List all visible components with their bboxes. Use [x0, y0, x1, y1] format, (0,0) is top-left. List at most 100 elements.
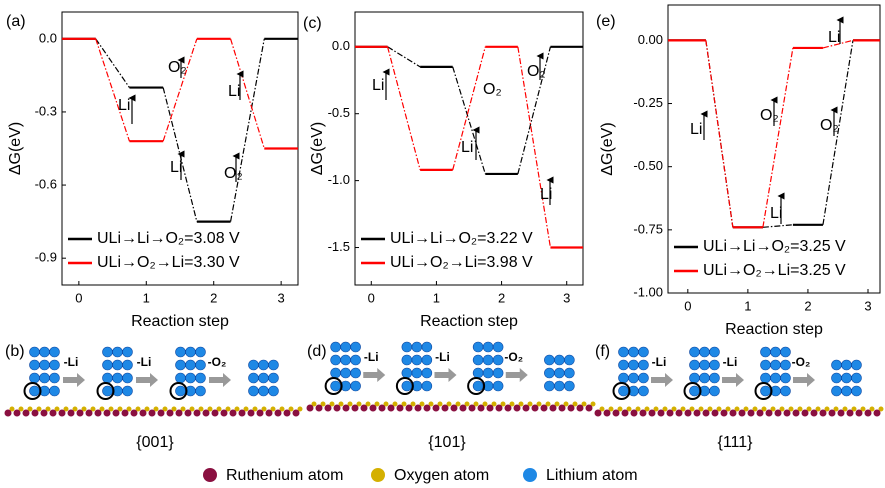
figure: (a)0.0-0.3-0.6-0.90123Reaction stepΔG(eV…: [0, 0, 885, 488]
lithium-atom: [832, 373, 842, 383]
ruthenium-atom: [631, 410, 638, 417]
ruthenium-atom: [361, 405, 368, 412]
lithium-atom: [781, 373, 791, 383]
ruthenium-atom: [802, 410, 809, 417]
lithium-atom: [331, 355, 341, 365]
lithium-atom: [842, 373, 852, 383]
lithium-atom: [619, 360, 629, 370]
annotation: O₂: [483, 81, 502, 98]
lithium-atom: [196, 347, 206, 357]
legend-label: ULi→Li→O₂=3.25 V: [703, 238, 846, 255]
lithium-atom: [103, 386, 113, 396]
y-axis-label: ΔG(eV): [309, 122, 326, 175]
step-label: -Li: [364, 350, 379, 364]
lithium-atom: [249, 373, 259, 383]
y-tick-label: -0.25: [633, 95, 663, 110]
ruthenium-atom: [514, 405, 521, 412]
ruthenium-atom: [640, 410, 647, 417]
lithium-atom: [40, 373, 50, 383]
ruthenium-atom: [212, 410, 219, 417]
ruthenium-atom: [122, 410, 129, 417]
lithium-atom: [710, 360, 720, 370]
lithium-atom: [249, 360, 259, 370]
ruthenium-atom: [370, 405, 377, 412]
lithium-atom: [412, 355, 422, 365]
lithium-atom: [710, 347, 720, 357]
y-tick-label: 0.0: [332, 38, 350, 53]
lithium-atom: [473, 355, 483, 365]
lithium-atom: [690, 360, 700, 370]
ruthenium-atom: [397, 405, 404, 412]
ruthenium-atom: [874, 410, 881, 417]
lithium-atom: [544, 368, 554, 378]
step-label: -O₂: [208, 355, 227, 369]
lithium-atom: [710, 386, 720, 396]
step-arrow: [506, 368, 528, 382]
ruthenium-atom: [451, 405, 458, 412]
transition-segment: [163, 39, 197, 141]
y-tick-label: -0.75: [633, 221, 663, 236]
transition-segment: [706, 40, 733, 227]
ruthenium-atom: [23, 410, 30, 417]
step-label: -Li: [64, 355, 79, 369]
ruthenium-atom: [865, 410, 872, 417]
lithium-atom: [493, 381, 503, 391]
ruthenium-atom: [95, 410, 102, 417]
lithium-atom: [639, 360, 649, 370]
transition-segment: [388, 47, 421, 170]
lithium-atom: [710, 373, 720, 383]
ruthenium-atom: [541, 405, 548, 412]
ruthenium-atom: [257, 410, 264, 417]
x-tick-label: 3: [563, 290, 570, 305]
panel-label: (d): [307, 343, 327, 360]
ruthenium-atom: [586, 405, 593, 412]
step-label: -Li: [652, 355, 667, 369]
lithium-atom: [176, 347, 186, 357]
x-axis-label: Reaction step: [420, 313, 518, 330]
lithium-atom: [639, 373, 649, 383]
panel-label: (e): [596, 13, 616, 30]
lithium-atom: [422, 355, 432, 365]
y-tick-label: -0.9: [35, 250, 57, 265]
legend-label: ULi→O₂→Li=3.30 V: [97, 254, 240, 271]
legend-atom: [523, 468, 537, 482]
ruthenium-atom: [820, 410, 827, 417]
lithium-atom: [351, 342, 361, 352]
lithium-atom: [249, 386, 259, 396]
lithium-atom: [123, 373, 133, 383]
y-tick-label: -1.0: [328, 172, 350, 187]
lithium-atom: [554, 355, 564, 365]
ruthenium-atom: [158, 410, 165, 417]
step-label: -O₂: [792, 355, 811, 369]
ruthenium-atom: [604, 410, 611, 417]
transition-segment: [763, 48, 793, 227]
lithium-atom: [30, 386, 40, 396]
legend-label: ULi→O₂→Li=3.25 V: [703, 262, 846, 279]
ruthenium-atom: [14, 410, 21, 417]
lithium-atom: [832, 360, 842, 370]
lithium-atom: [186, 373, 196, 383]
step-arrow: [722, 373, 744, 387]
ruthenium-atom: [739, 410, 746, 417]
lithium-atom: [50, 360, 60, 370]
lithium-atom: [412, 342, 422, 352]
y-axis-label: ΔG(eV): [599, 122, 616, 175]
step-arrow: [63, 373, 85, 387]
lithium-atom: [176, 386, 186, 396]
lithium-atom: [564, 381, 574, 391]
annotation: Li: [118, 97, 130, 114]
ruthenium-atom: [703, 410, 710, 417]
ruthenium-atom: [559, 405, 566, 412]
lithium-atom: [619, 386, 629, 396]
lithium-atom: [50, 386, 60, 396]
lithium-atom: [331, 342, 341, 352]
x-axis-label: Reaction step: [725, 321, 823, 338]
x-tick-label: 2: [804, 298, 811, 313]
lithium-atom: [196, 360, 206, 370]
ruthenium-atom: [415, 405, 422, 412]
step-arrow: [209, 373, 231, 387]
ruthenium-atom: [460, 405, 467, 412]
lithium-atom: [402, 368, 412, 378]
ruthenium-atom: [487, 405, 494, 412]
lithium-atom: [40, 360, 50, 370]
